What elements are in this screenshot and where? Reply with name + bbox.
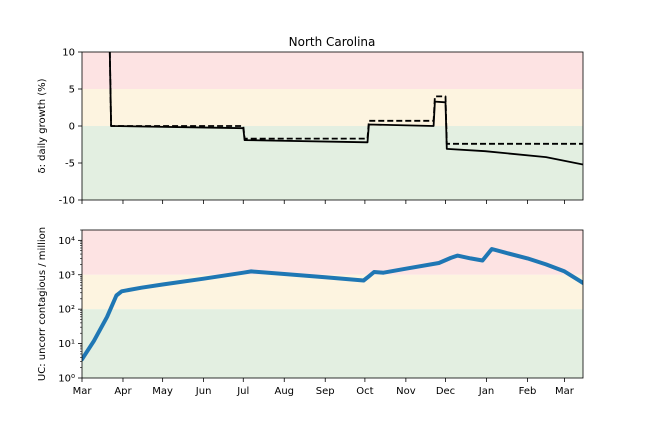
y-tick-label: 10¹	[58, 339, 75, 350]
x-tick-label: Jul	[236, 386, 249, 397]
y-tick-label: 10²	[58, 305, 75, 316]
x-tick-label: Aug	[274, 386, 294, 397]
axes-frame	[81, 229, 584, 379]
x-tick-label: Apr	[114, 386, 132, 397]
x-tick-label: Nov	[396, 386, 416, 397]
background-band	[82, 52, 583, 89]
y-tick-label: -5	[65, 159, 75, 170]
background-band	[82, 274, 583, 310]
x-tick-label: Mar	[555, 386, 575, 397]
x-tick-label: Sep	[316, 386, 335, 397]
y-axis-label: δ: daily growth (%)	[37, 78, 48, 173]
growth-panel: -10 -5 0 5 10 δ: daily growth (%)	[37, 48, 584, 207]
x-tick-label: Jan	[478, 386, 494, 397]
y-tick-label: 10⁴	[58, 236, 75, 247]
chart-title: North Carolina	[289, 35, 376, 49]
y-tick-label: -10	[59, 196, 75, 207]
x-tick-label: Oct	[356, 386, 373, 397]
y-axis-label: UC: uncorr contagious / million	[37, 227, 48, 381]
background-band	[82, 89, 583, 126]
y-tick-label: 0	[69, 122, 75, 133]
x-tick-label: Feb	[519, 386, 537, 397]
x-tick-label: Jun	[195, 386, 212, 397]
x-tick-label: May	[152, 386, 173, 397]
y-tick-label: 10⁰	[58, 374, 75, 385]
solid-series-line	[82, 247, 583, 362]
y-tick-label: 10³	[58, 270, 75, 281]
x-tick-label: Mar	[73, 386, 93, 397]
background-band	[82, 126, 583, 200]
x-tick-label: Dec	[436, 386, 455, 397]
background-band	[82, 309, 583, 378]
dashed-series-line	[108, 52, 583, 145]
y-tick-label: 10	[62, 48, 75, 59]
y-tick-label: 5	[69, 85, 75, 96]
contagious-panel: 10⁰ 10¹ 10² 10³ 10⁴ UC: uncorr contagious / m…	[37, 227, 584, 397]
